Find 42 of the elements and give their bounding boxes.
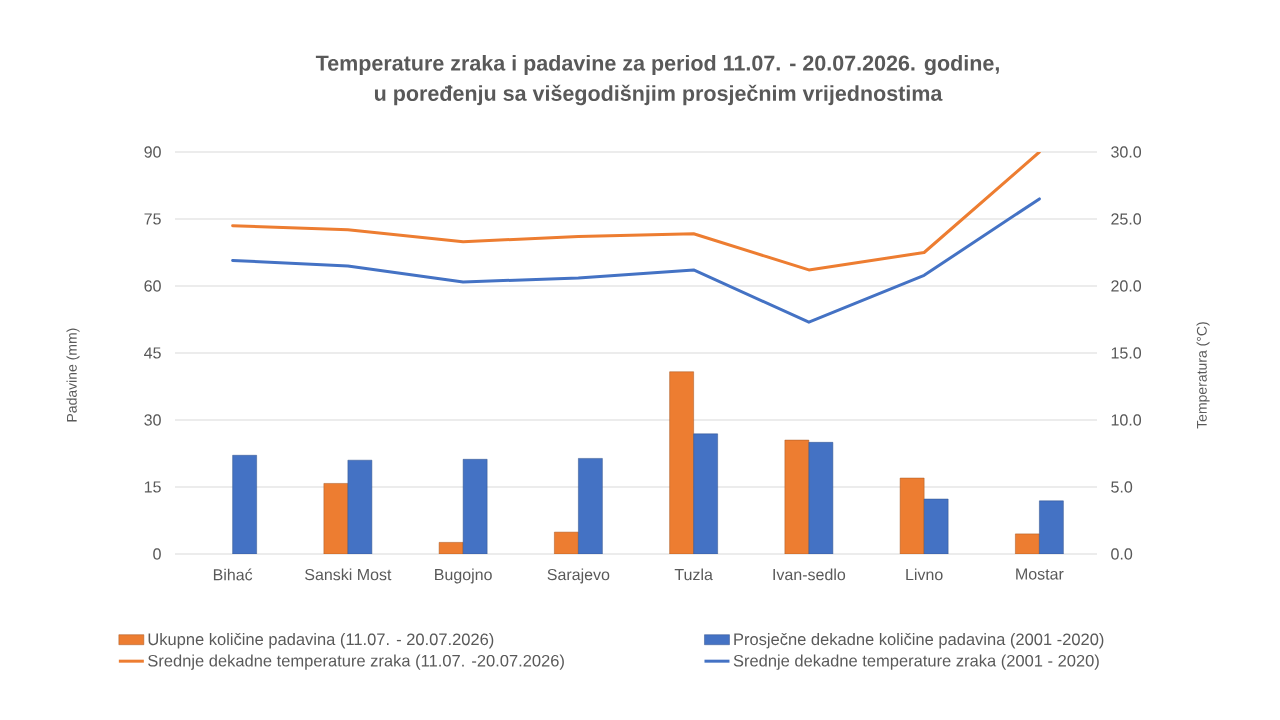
- y2-tick-label: 20.0: [1111, 280, 1142, 292]
- y-tick-label: 30: [144, 414, 161, 426]
- y-axis-title: Padavine (mm): [66, 328, 80, 422]
- y-tick-label: 45: [144, 347, 161, 359]
- x-tick-label: Mostar: [1016, 568, 1064, 580]
- legend-label: Prosječne dekadne količine padavina (2001 -2020): [734, 632, 1104, 649]
- bar: [784, 439, 810, 554]
- y2-tick-label: 10.0: [1111, 414, 1142, 426]
- bar: [693, 433, 718, 554]
- x-tick-label: Sarajevo: [547, 568, 610, 584]
- bar: [1039, 500, 1064, 554]
- chart-title: Temperature zraka i padavine za period 11.07. - 20.07.2026. godine,: [315, 54, 999, 76]
- bar: [578, 458, 603, 554]
- legend-label: Srednje dekadne temperature zraka (2001 - 2020): [733, 654, 1099, 670]
- legend-label: Srednje dekadne temperature zraka (11.07. -20.07.2026): [148, 654, 564, 670]
- bar: [347, 459, 373, 554]
- x-tick-label: Sanski Most: [305, 568, 392, 581]
- x-tick-label: Tuzla: [674, 568, 713, 581]
- y2-tick-label: 25.0: [1111, 213, 1142, 225]
- y-tick-label: 60: [144, 280, 161, 292]
- bar: [669, 371, 694, 554]
- y2-tick-label: 15.0: [1111, 347, 1142, 359]
- bar: [462, 459, 488, 554]
- y-tick-label: 15: [144, 481, 161, 493]
- bar: [323, 483, 349, 554]
- y2-tick-label: 0.0: [1111, 548, 1133, 560]
- bar: [808, 442, 834, 554]
- x-tick-label: Bugojno: [435, 568, 492, 584]
- line-series: [231, 152, 1041, 272]
- chart-subtitle: u poređenju sa višegodišnjim prosječnim vrijednostima: [374, 84, 943, 106]
- y2-axis-title: Temperatura (°C): [1196, 322, 1210, 429]
- bar: [232, 455, 257, 554]
- y-tick-label: 0: [153, 548, 161, 560]
- y-tick-label: 75: [144, 213, 161, 225]
- legend-label: Ukupne količine padavina (11.07. - 20.07.2026): [148, 632, 494, 649]
- y-tick-label: 90: [144, 146, 161, 158]
- line-series: [231, 197, 1041, 324]
- x-tick-label: Bihać: [213, 568, 253, 581]
- x-tick-label: Livno: [906, 568, 943, 581]
- y2-tick-label: 5.0: [1111, 481, 1133, 493]
- y2-tick-label: 30.0: [1111, 146, 1142, 158]
- x-tick-label: Ivan-sedlo: [773, 568, 846, 581]
